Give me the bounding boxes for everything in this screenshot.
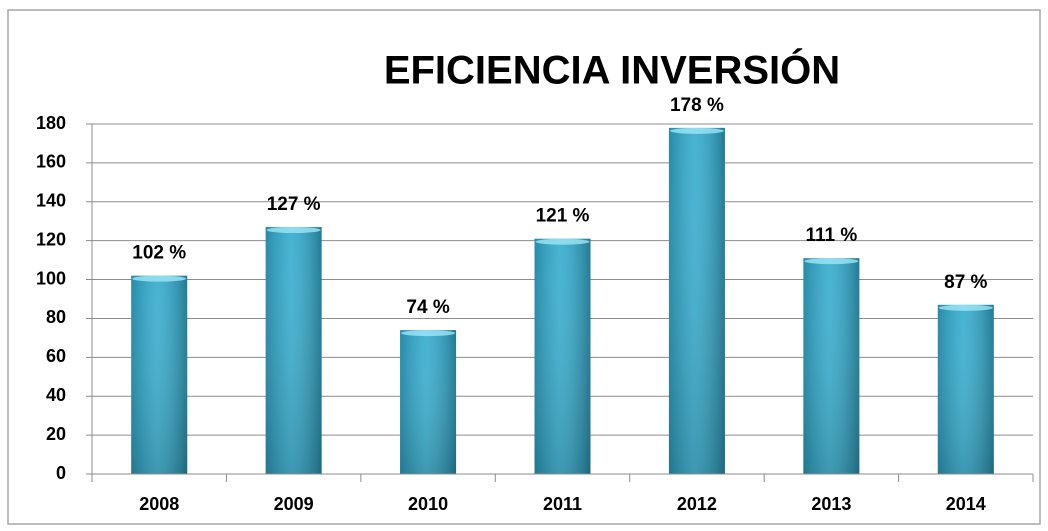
bar-cap: [401, 330, 456, 337]
value-label: 127 %: [267, 194, 321, 215]
y-tick-label: 100: [36, 268, 66, 288]
bar-cap: [266, 227, 321, 234]
y-tick-label: 140: [36, 191, 66, 211]
x-tick-label: 2013: [811, 494, 851, 514]
value-label: 121 %: [536, 206, 590, 227]
x-tick-label: 2009: [274, 494, 314, 514]
y-tick-label: 120: [36, 229, 66, 249]
value-label: 111 %: [805, 225, 857, 246]
y-tick-label: 40: [46, 385, 66, 405]
y-tick-label: 0: [56, 463, 66, 483]
bar-shade: [668, 127, 725, 474]
bar-cap: [132, 275, 187, 282]
y-tick-label: 60: [46, 346, 66, 366]
x-tick-label: 2012: [677, 494, 717, 514]
x-tick-label: 2008: [139, 494, 179, 514]
bar-shade: [803, 258, 860, 474]
value-label: 178 %: [670, 95, 724, 116]
y-tick-label: 80: [46, 307, 66, 327]
bar-cap: [938, 304, 993, 311]
bar-shade: [534, 238, 591, 474]
y-tick-label: 160: [36, 152, 66, 172]
bar-shade: [131, 275, 188, 474]
x-tick-label: 2010: [408, 494, 448, 514]
bar-cap: [669, 127, 724, 134]
bar-shade: [937, 304, 994, 474]
value-label: 74 %: [406, 297, 449, 318]
value-label: 102 %: [132, 243, 186, 264]
y-tick-label: 20: [46, 424, 66, 444]
value-label: 87 %: [944, 272, 987, 293]
x-tick-label: 2011: [543, 494, 582, 514]
bar-cap: [804, 258, 859, 265]
bar-cap: [535, 238, 590, 245]
y-tick-label: 180: [36, 113, 66, 133]
bar-shade: [400, 330, 457, 474]
chart-title: EFICIENCIA INVERSIÓN: [384, 47, 840, 93]
x-tick-label: 2014: [946, 494, 986, 514]
bar-shade: [265, 227, 322, 474]
